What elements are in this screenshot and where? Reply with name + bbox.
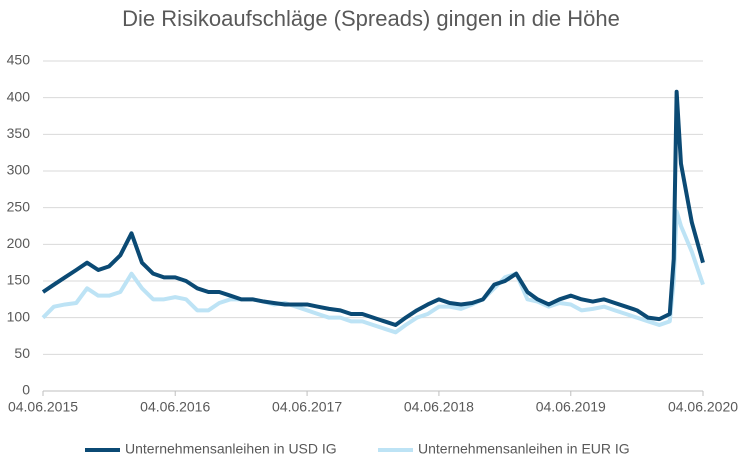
x-tick-label: 04.06.2015: [8, 399, 78, 415]
y-tick-label: 400: [7, 88, 31, 104]
x-tick-label: 04.06.2018: [404, 399, 474, 415]
y-tick-label: 50: [14, 345, 30, 361]
x-tick-label: 04.06.2020: [668, 399, 738, 415]
y-tick-label: 350: [7, 125, 31, 141]
y-tick-label: 0: [22, 382, 30, 398]
y-tick-label: 300: [7, 162, 31, 178]
y-tick-label: 450: [7, 52, 31, 68]
series-line: [41, 89, 705, 327]
x-tick-label: 04.06.2019: [536, 399, 606, 415]
legend-label: Unternehmensanleihen in USD IG: [125, 441, 337, 457]
series-line: [41, 209, 705, 335]
x-tick-label: 04.06.2016: [140, 399, 210, 415]
y-tick-label: 250: [7, 198, 31, 214]
chart-title: Die Risikoaufschläge (Spreads) gingen in…: [122, 6, 620, 31]
y-tick-label: 150: [7, 272, 31, 288]
y-tick-label: 100: [7, 308, 31, 324]
legend-label: Unternehmensanleihen in EUR IG: [418, 441, 630, 457]
y-tick-label: 200: [7, 235, 31, 251]
x-tick-label: 04.06.2017: [272, 399, 342, 415]
